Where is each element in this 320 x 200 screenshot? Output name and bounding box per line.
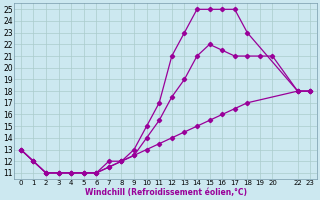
X-axis label: Windchill (Refroidissement éolien,°C): Windchill (Refroidissement éolien,°C) xyxy=(84,188,246,197)
